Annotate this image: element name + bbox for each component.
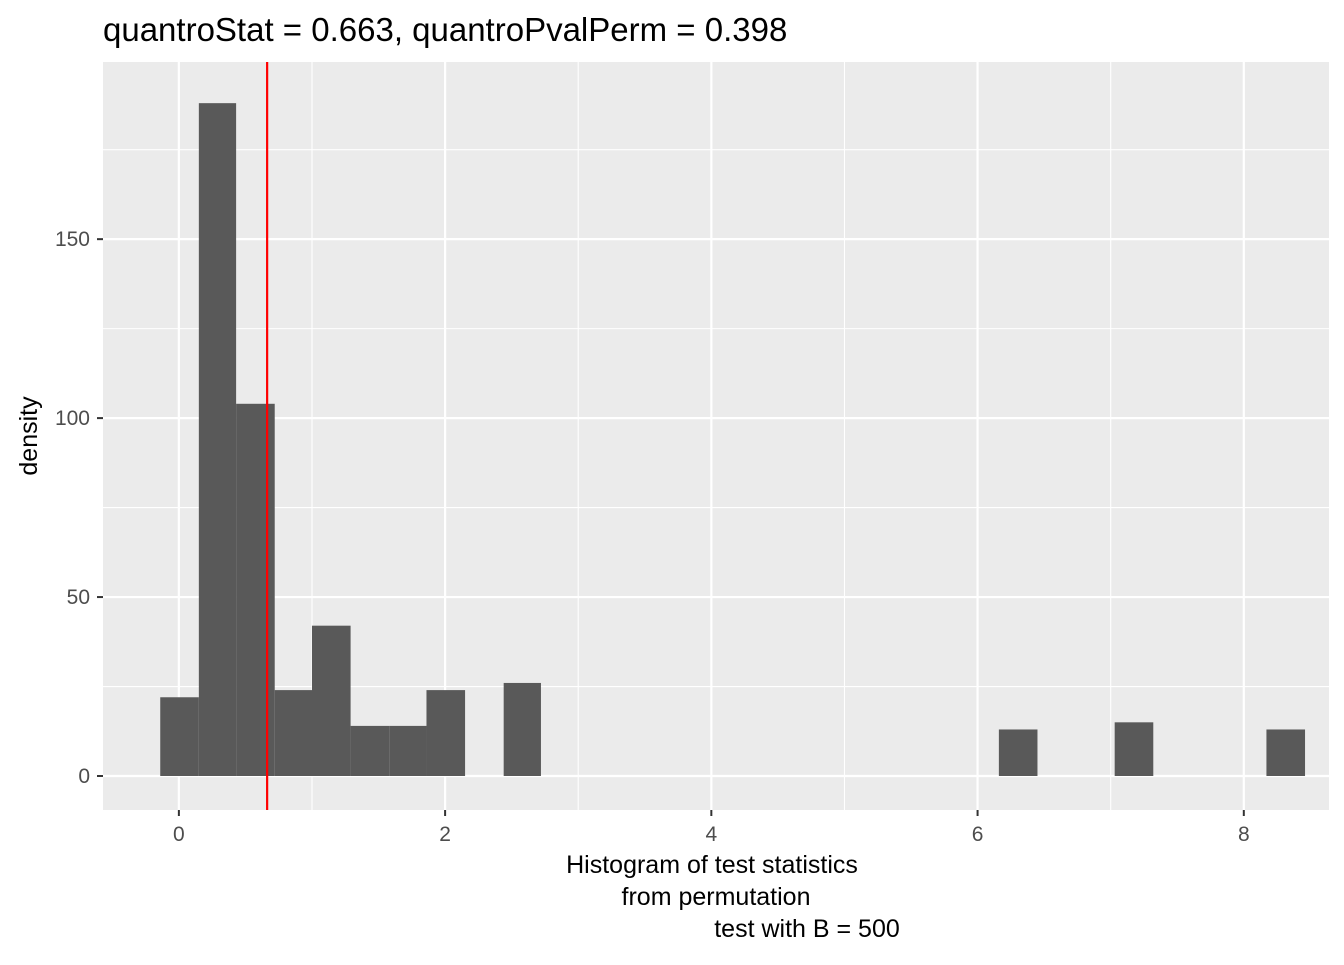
x-tick-label: 4	[705, 823, 717, 846]
x-tick-label: 6	[972, 823, 984, 846]
y-tick-label: 100	[55, 407, 90, 430]
x-axis-title-line-1: Histogram of test statistics	[566, 851, 858, 879]
plot-panel	[103, 62, 1329, 810]
histogram-bar-3	[236, 403, 275, 776]
x-tick-label: 0	[173, 823, 185, 846]
histogram-bar-1	[160, 697, 199, 776]
histogram-bar-8	[426, 690, 466, 776]
histogram-bar-10	[998, 729, 1038, 776]
x-tick-label: 2	[439, 823, 451, 846]
histogram-bar-5	[311, 625, 351, 776]
x-axis-title-line-2: from permutation	[622, 883, 811, 911]
x-axis-title: Histogram of test statistics from permut…	[566, 851, 900, 943]
chart-title: quantroStat = 0.663, quantroPvalPerm = 0…	[103, 11, 787, 48]
gridlines	[103, 62, 1329, 810]
histogram-bar-12	[1266, 729, 1306, 776]
histogram-bar-11	[1114, 722, 1154, 776]
histogram-bar-9	[503, 682, 541, 776]
y-tick-label: 0	[78, 765, 90, 788]
x-axis-title-line-3: test with B = 500	[714, 915, 900, 943]
histogram-bar-6	[350, 725, 390, 776]
axes: 0 2 4 6 8 0 50 100 150	[55, 228, 1250, 846]
y-tick-label: 50	[67, 586, 90, 609]
histogram-bar-2	[198, 103, 237, 776]
x-tick-label: 8	[1238, 823, 1250, 846]
y-axis-title: density	[15, 396, 43, 476]
y-tick-label: 150	[55, 228, 90, 251]
histogram-bars	[160, 103, 1306, 776]
histogram-bar-4	[274, 690, 312, 776]
histogram-bar-7	[389, 725, 427, 776]
